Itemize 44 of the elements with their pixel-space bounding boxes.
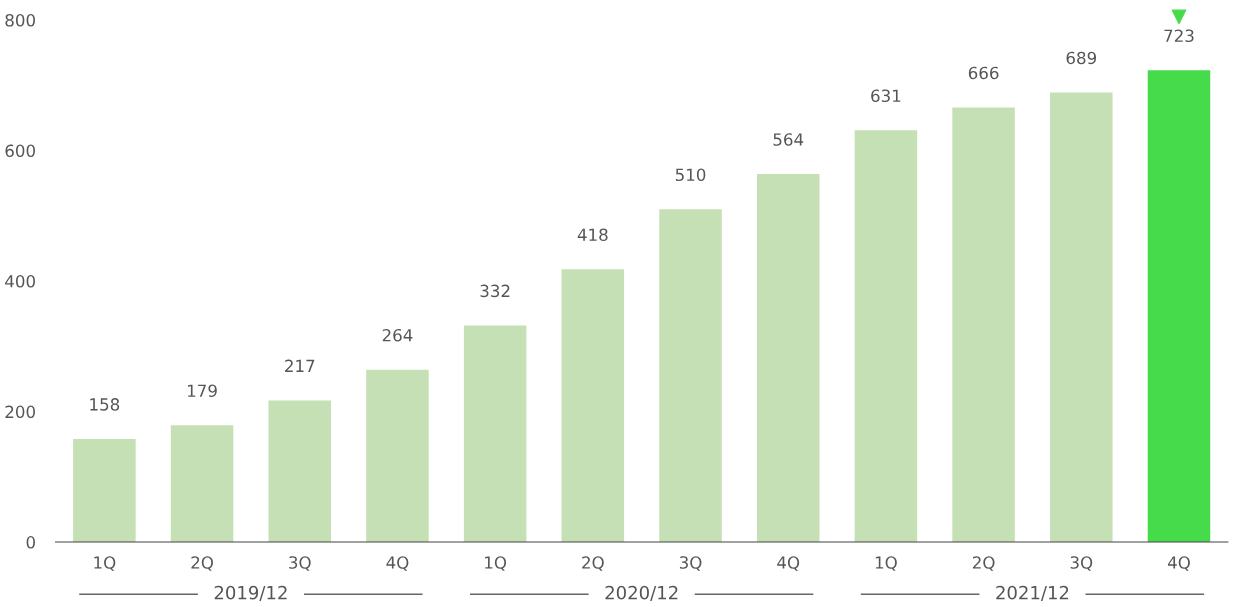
bar: [952, 107, 1015, 543]
x-tick-label: 3Q: [289, 556, 311, 571]
bar: [1147, 70, 1211, 543]
data-label: 158: [90, 398, 120, 411]
bar: [170, 425, 234, 543]
bar: [268, 400, 332, 543]
x-tick-label: 4Q: [777, 556, 800, 571]
data-label: 217: [285, 359, 315, 372]
x-tick-label: 1Q: [875, 556, 897, 571]
bar: [366, 369, 429, 543]
text: 2021/12: [996, 585, 1069, 601]
x-tick-label: 2Q: [972, 556, 995, 571]
y-tick-label: 0: [26, 536, 35, 549]
bar: [659, 209, 722, 543]
x-tick-label: 4Q: [386, 556, 409, 571]
x-tick-label: 3Q: [679, 556, 702, 571]
y-tick-label: 400: [5, 275, 35, 288]
data-label: 723: [1164, 29, 1194, 43]
text: 2020/12: [605, 585, 678, 601]
data-label: 564: [773, 133, 804, 146]
bar: [561, 269, 625, 543]
data-label: 510: [675, 168, 706, 182]
data-label: 631: [871, 89, 901, 103]
bar: [756, 174, 820, 543]
bar: [463, 325, 527, 543]
x-tick-label: 3Q: [1070, 556, 1093, 571]
data-label: 264: [382, 328, 413, 342]
y-tick-label: 200: [5, 405, 35, 419]
x-tick-label: 1Q: [94, 556, 116, 571]
data-label: 666: [968, 66, 999, 80]
data-label: 179: [187, 384, 217, 398]
bar: [1050, 92, 1113, 543]
x-tick-label: 2Q: [191, 556, 213, 571]
y-tick-label: 600: [5, 144, 35, 158]
bar: [854, 130, 918, 543]
x-tick-label: 4Q: [1167, 556, 1190, 571]
x-tick-label: 1Q: [485, 556, 507, 571]
x-tick-label: 2Q: [582, 556, 604, 571]
data-label: 332: [480, 284, 510, 298]
y-tick-label: 800: [5, 13, 35, 27]
data-label: 418: [577, 228, 608, 242]
data-label: 689: [1066, 51, 1097, 65]
bar: [73, 438, 136, 543]
text: 2019/12: [214, 585, 287, 601]
